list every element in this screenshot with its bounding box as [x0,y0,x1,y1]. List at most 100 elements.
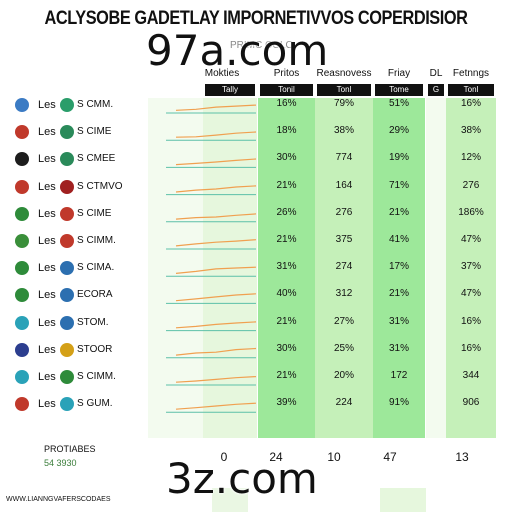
team-logo-icon [15,397,29,412]
team-name: S CIMM. [77,371,116,382]
decor-stripe-1 [212,488,248,512]
row-label: Les [38,262,56,275]
cell-value: 39% [276,397,297,409]
cell-value: 38% [460,125,481,137]
cell-value: 186% [458,206,484,218]
cell-value: 30% [276,152,297,164]
table-row: Les S CIME 26% 276 21% 186% [0,201,512,227]
row-label: Les [38,343,56,356]
row-label: Les [38,99,56,111]
row-label: Les [38,207,56,220]
table-row: Les S CMM. 16% 79% 51% 16% [0,92,512,118]
club-crest-icon [60,370,74,384]
club-crest-icon [60,261,74,276]
cell-value: 18% [276,125,297,137]
column-subheader-3: Tome [375,84,423,96]
cell-value: 37% [460,261,481,273]
cell-value: 172 [390,370,408,381]
decor-stripe-2 [380,488,426,512]
team-logo-icon [15,261,29,276]
cell-value: 26% [276,206,297,218]
team-logo-icon [15,234,29,248]
team-name: S CIMA. [77,262,115,274]
team-name: S CIMM. [77,235,116,246]
team-name: STOOR [77,343,113,355]
cell-value: 19% [388,152,409,164]
row-label: Les [38,289,56,302]
cell-value: 21% [388,288,409,300]
column-bg-3 [373,98,425,438]
club-crest-icon [60,179,74,194]
table-row: Les S CIME 18% 38% 29% 38% [0,119,512,145]
column-subheader-2: Tonl [317,84,371,96]
cell-value: 40% [276,288,297,300]
footer-total: 24 [269,450,283,464]
row-label: Les [38,371,56,383]
cell-value: 16% [276,98,297,109]
team-logo-icon [15,370,29,384]
cell-value: 274 [335,261,353,273]
column-header-5: Fetnngs [452,68,490,79]
footer-value: 54 3930 [44,458,77,468]
club-crest-icon [60,206,74,221]
cell-value: 30% [276,342,297,354]
column-bg-5 [446,98,496,438]
cell-value: 774 [335,152,353,164]
team-name: S CMEE [77,153,116,165]
footer-total: 47 [383,450,397,464]
cell-value: 51% [388,98,409,109]
club-crest-icon [60,234,74,248]
row-label: Les [38,316,56,329]
footer-total: 10 [327,450,341,464]
row-label: Les [38,180,56,193]
cell-value: 16% [460,342,481,354]
row-label: Les [38,235,56,247]
column-subheader-1: Tonil [260,84,313,96]
cell-value: 21% [276,234,297,245]
table-row: Les ECORA 40% 312 21% 47% [0,282,512,308]
club-crest-icon [60,342,74,357]
cell-value: 38% [333,125,354,137]
cell-value: 16% [460,315,481,327]
cell-value: 71% [388,179,409,191]
column-bg-4 [426,98,446,438]
cell-value: 12% [460,152,481,164]
cell-value: 47% [460,234,481,245]
team-name: S CTMVO [77,180,123,192]
column-header-0: Mokties [204,68,240,79]
club-crest-icon [60,125,74,140]
cell-value: 906 [462,397,480,409]
team-logo-icon [15,342,29,357]
cell-value: 21% [276,315,297,327]
cell-value: 224 [335,397,353,409]
footer-label: PROTIABES [44,444,96,454]
team-name: S CMM. [77,99,114,110]
cell-value: 17% [388,261,409,273]
cell-value: 344 [462,370,480,381]
cell-value: 47% [460,288,481,300]
club-crest-icon [60,152,74,167]
team-name: ECORA [77,289,113,301]
cell-value: 79% [333,98,354,109]
row-label: Les [38,126,56,139]
table-row: Les S CIMM. 21% 20% 172 344 [0,364,512,390]
chart-title: ACLYSOBE GADETLAY IMPORNETIVVOS COPERDIS… [44,8,468,29]
column-header-4: DL [429,68,443,79]
cell-value: 276 [462,179,480,191]
table-row: Les S CIMA. 31% 274 17% 37% [0,255,512,281]
table-row: Les S CTMVO 21% 164 71% 276 [0,174,512,200]
table-row: Les S CMEE 30% 774 19% 12% [0,146,512,172]
watermark-bottom: 3z.com [166,454,318,503]
cell-value: 91% [388,397,409,409]
cell-value: 25% [333,342,354,354]
cell-value: 31% [388,315,409,327]
credit-text: WWW.LIANNGVAFERSCODAES [6,496,111,503]
cell-value: 16% [460,98,481,109]
team-name: S GUM. [77,398,113,410]
table-row: Les S CIMM. 21% 375 41% 47% [0,228,512,254]
cell-value: 21% [276,179,297,191]
cell-value: 41% [388,234,409,245]
row-label: Les [38,153,56,166]
column-header-2: Reasnovess [316,68,372,79]
team-logo-icon [15,98,29,112]
